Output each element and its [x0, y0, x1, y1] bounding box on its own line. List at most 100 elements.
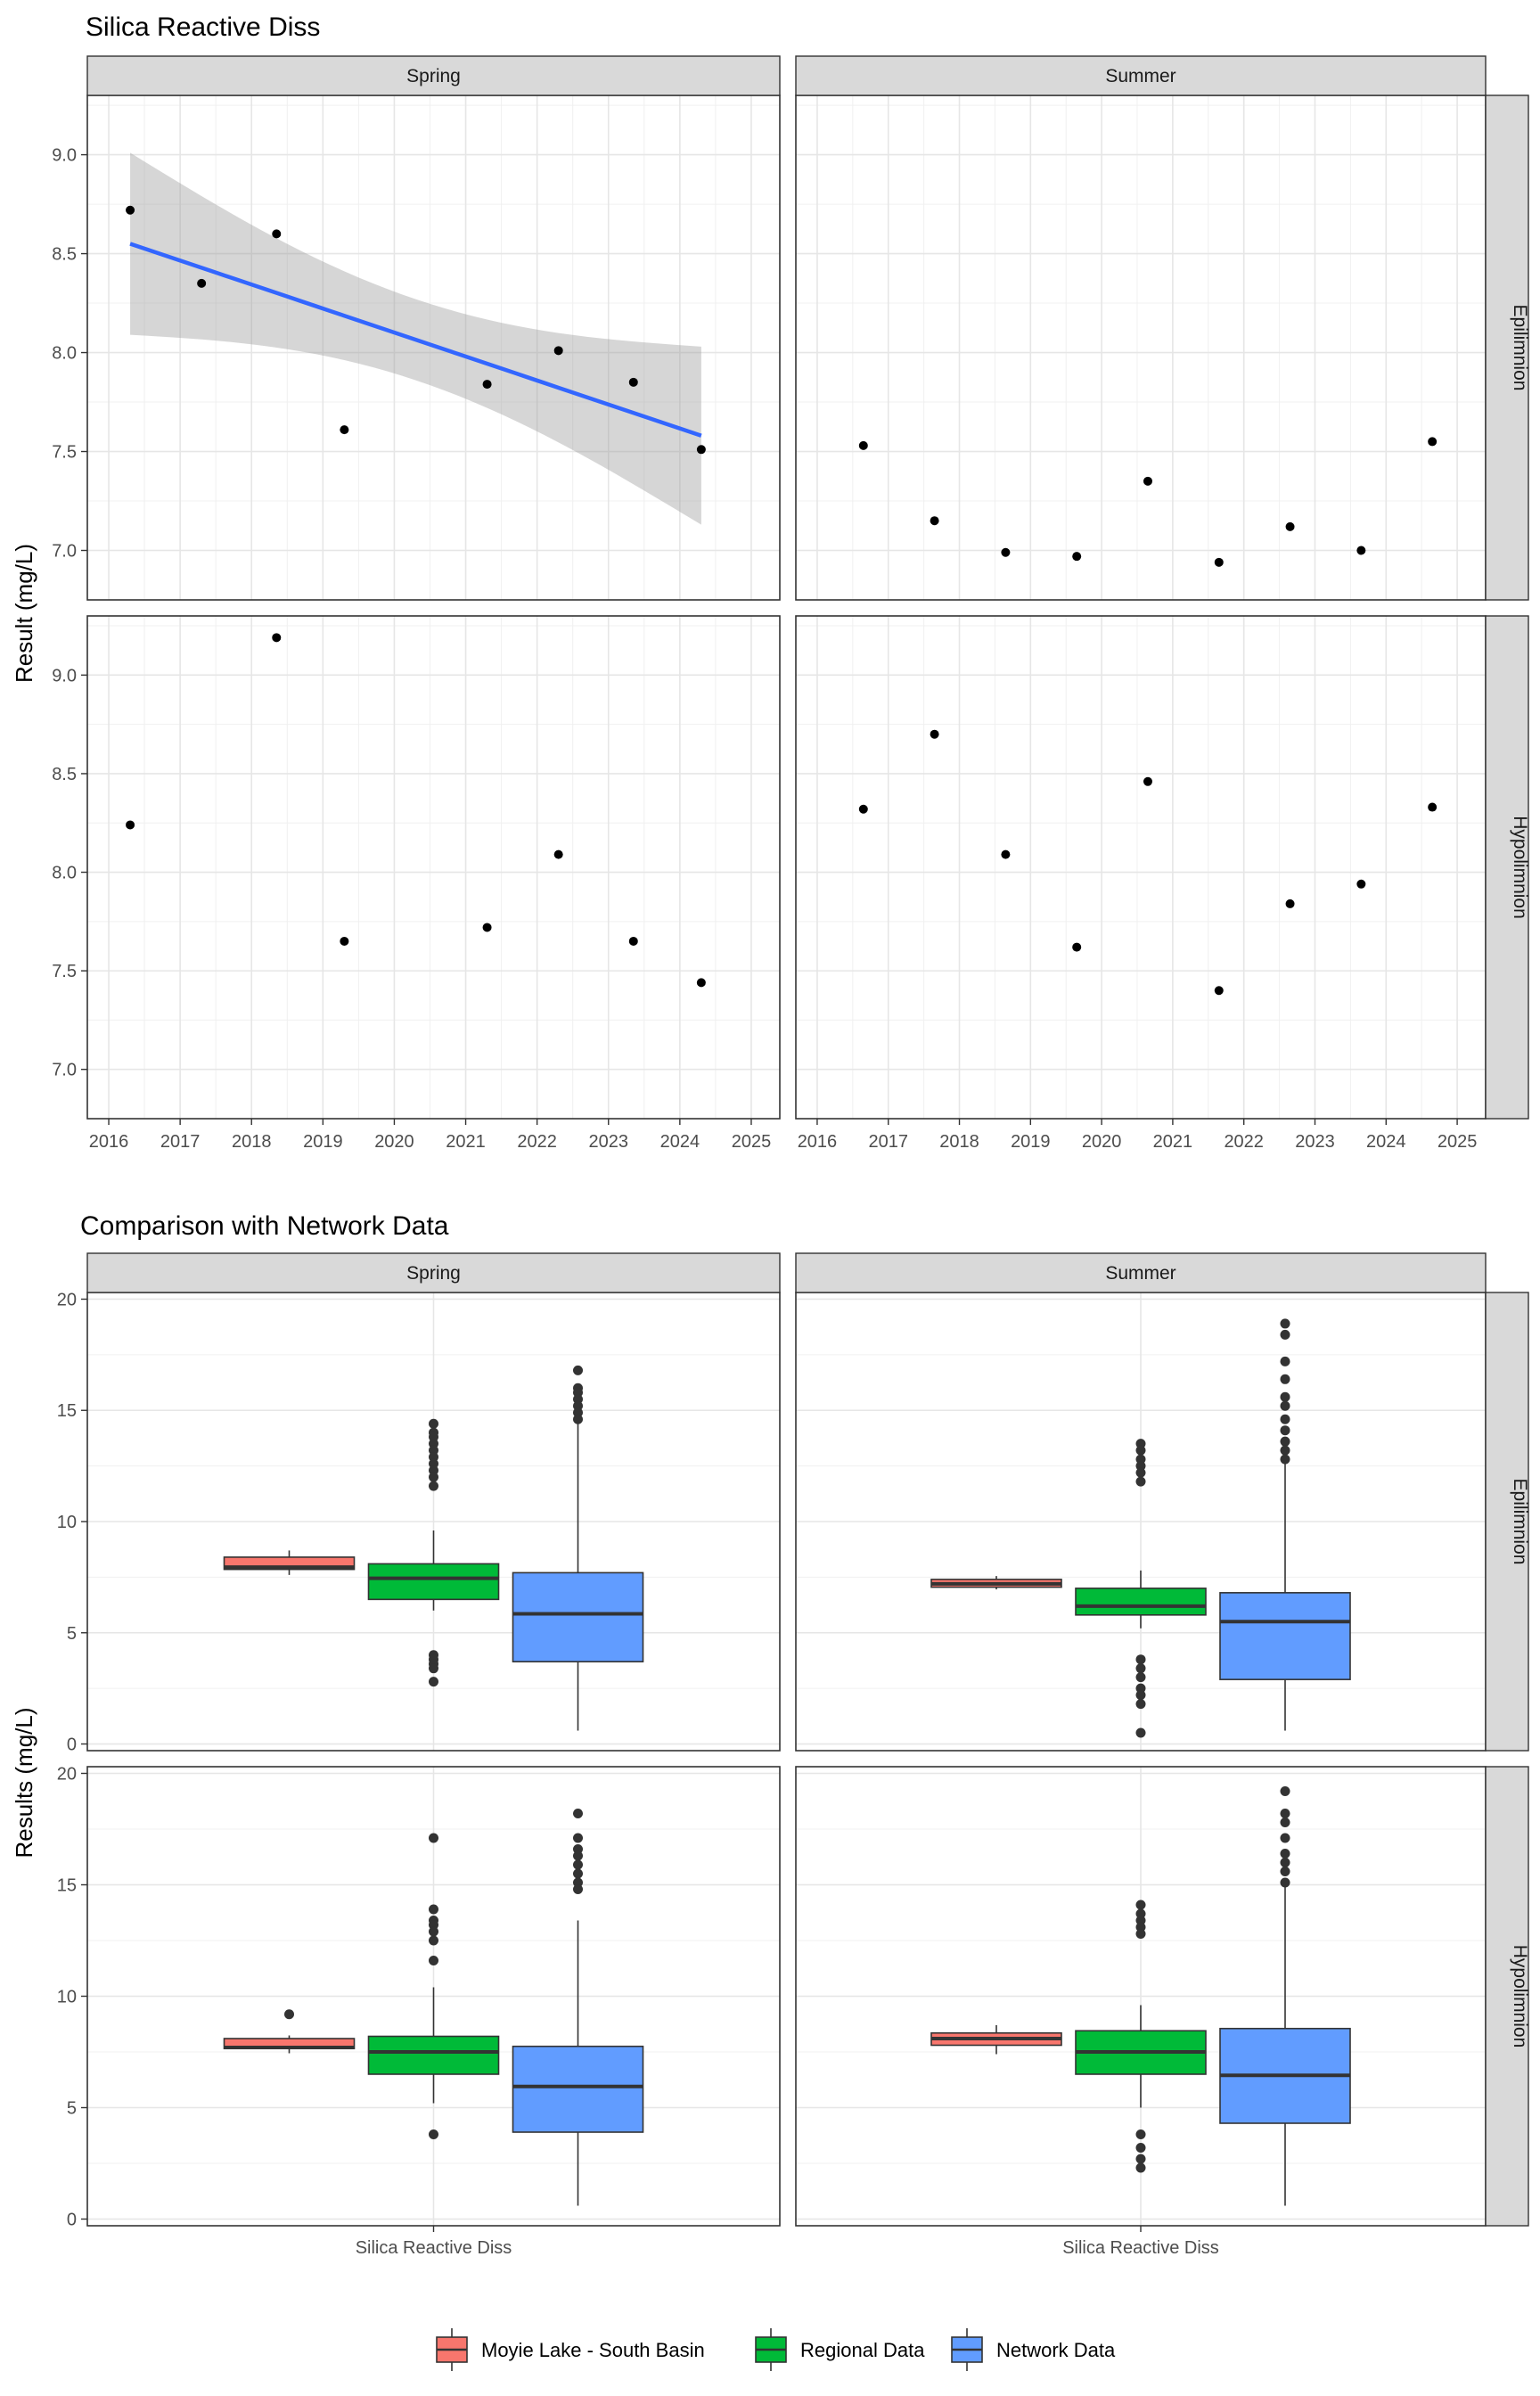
y-tick-label: 15 — [57, 1876, 77, 1896]
y-tick-label: 9.0 — [52, 146, 77, 166]
y-axis-title-bottom: Results (mg/L) — [11, 1707, 37, 1858]
legend-item-regional-data: Regional Data — [755, 2328, 925, 2371]
outlier-point — [1280, 1849, 1290, 1859]
outlier-point — [429, 1472, 438, 1482]
data-point — [1428, 437, 1438, 447]
box-network-data — [512, 1365, 644, 1731]
outlier-point — [573, 1809, 583, 1818]
y-tick-label: 7.5 — [52, 962, 77, 981]
x-tick-label: 2016 — [798, 1132, 838, 1152]
box-regional-data — [367, 1418, 500, 1687]
x-tick-label: 2019 — [1011, 1132, 1051, 1152]
outlier-point — [1280, 1425, 1290, 1436]
outlier-point — [1280, 1400, 1290, 1411]
outlier-point — [1280, 1809, 1290, 1818]
box-moyie-lake-south-basin — [223, 1550, 356, 1575]
box-regional-data — [1075, 1439, 1207, 1738]
y-tick-label: 8.0 — [52, 344, 77, 364]
data-point — [1001, 849, 1011, 859]
outlier-point — [429, 1418, 438, 1429]
legend-label: Regional Data — [800, 2339, 925, 2361]
outlier-point — [1280, 1374, 1290, 1384]
data-point — [1214, 557, 1224, 567]
outlier-point — [1280, 1414, 1290, 1424]
outlier-point — [1135, 1654, 1146, 1665]
data-point — [1143, 776, 1152, 786]
data-point — [553, 849, 563, 859]
outlier-point — [573, 1365, 583, 1375]
outlier-point — [429, 1935, 438, 1946]
y-tick-label: 20 — [57, 1290, 77, 1309]
data-point — [1356, 879, 1366, 889]
data-point — [1428, 802, 1438, 812]
data-point — [1143, 476, 1152, 486]
box-panel-summer-epilimnion — [795, 1292, 1487, 1752]
box-moyie-lake-south-basin — [930, 2025, 1062, 2055]
outlier-point — [1280, 1391, 1290, 1402]
outlier-point — [1280, 1356, 1290, 1366]
box-panel-spring-hypolimnion — [86, 1766, 781, 2227]
bottom-strip-label-summer: Summer — [1105, 1263, 1175, 1284]
data-point — [696, 978, 706, 988]
top-row-strip-epilimnion — [1485, 94, 1529, 601]
box-network-data — [1219, 1786, 1351, 2206]
x-tick-label: 2025 — [732, 1132, 772, 1152]
outlier-point — [1135, 2154, 1146, 2164]
outlier-point — [1280, 1833, 1290, 1843]
x-tick-label: 2017 — [160, 1132, 201, 1152]
outlier-point — [1280, 1877, 1290, 1888]
top-strip-summer — [795, 55, 1487, 96]
data-point — [858, 440, 868, 450]
outlier-point — [284, 2009, 294, 2020]
time-series-facet-grid: 7.0 7.5 8.0 8.5 9.0 7.0 7.5 8.0 8.5 9.0 2016 2017 20… — [52, 55, 1530, 1152]
panel-summer-hypolimnion — [795, 615, 1487, 1120]
x-tick-label: 2018 — [939, 1132, 979, 1152]
panel-border — [86, 615, 781, 1120]
x-tick-label: 2016 — [89, 1132, 129, 1152]
outlier-point — [1280, 1818, 1290, 1827]
legend-item-network-data: Network Data — [951, 2328, 1116, 2371]
outlier-point — [573, 1414, 583, 1424]
y-tick-label: 8.5 — [52, 245, 77, 265]
top-row-strip-label-epilimnion: Epilimnion — [1510, 305, 1530, 391]
legend-label: Network Data — [996, 2339, 1116, 2361]
data-point — [126, 205, 135, 215]
panel-background — [796, 616, 1486, 1119]
top-strip-label-summer: Summer — [1105, 66, 1175, 86]
box-iqr — [1219, 1592, 1351, 1680]
data-point — [126, 820, 135, 830]
data-point — [628, 936, 638, 946]
outlier-point — [429, 1833, 438, 1843]
data-point — [1285, 898, 1295, 908]
box-network-data — [1219, 1318, 1351, 1731]
outlier-point — [1280, 1867, 1290, 1876]
top-row-strip-hypolimnion — [1485, 615, 1529, 1120]
bottom-strip-spring — [86, 1252, 781, 1293]
y-tick-label: 0 — [67, 2211, 77, 2230]
box-iqr — [512, 1571, 644, 1662]
boxplot-facet-grid: 0 5 10 15 20 0 5 10 15 20 Silica Reactive Diss Sili… — [57, 1252, 1530, 2258]
data-point — [696, 445, 706, 455]
data-point — [858, 804, 868, 814]
bottom-strip-label-spring: Spring — [406, 1263, 461, 1284]
bottom-row-strip-epilimnion — [1485, 1292, 1529, 1752]
bottom-row-strip-label-hypolimnion: Hypolimnion — [1510, 1945, 1530, 2048]
outlier-point — [429, 1926, 438, 1937]
outlier-point — [429, 1663, 438, 1674]
y-tick-label: 5 — [67, 2099, 77, 2119]
x-tick-label: 2022 — [517, 1132, 557, 1152]
outlier-point — [1135, 1727, 1146, 1738]
legend-item-moyie-lake-south-basin: Moyie Lake - South Basin — [436, 2328, 705, 2371]
x-tick-label: 2023 — [1295, 1132, 1335, 1152]
x-tick-label: 2020 — [374, 1132, 414, 1152]
outlier-point — [1280, 1329, 1290, 1340]
outlier-point — [1135, 2129, 1146, 2139]
outlier-point — [1135, 1476, 1146, 1487]
outlier-point — [573, 1833, 583, 1843]
box-iqr — [367, 2035, 500, 2075]
chart-title-top: Silica Reactive Diss — [86, 12, 320, 42]
chart-title-bottom: Comparison with Network Data — [80, 1211, 449, 1241]
x-tick-label: 2021 — [446, 1132, 486, 1152]
outlier-point — [1280, 1786, 1290, 1796]
outlier-point — [429, 2129, 438, 2139]
